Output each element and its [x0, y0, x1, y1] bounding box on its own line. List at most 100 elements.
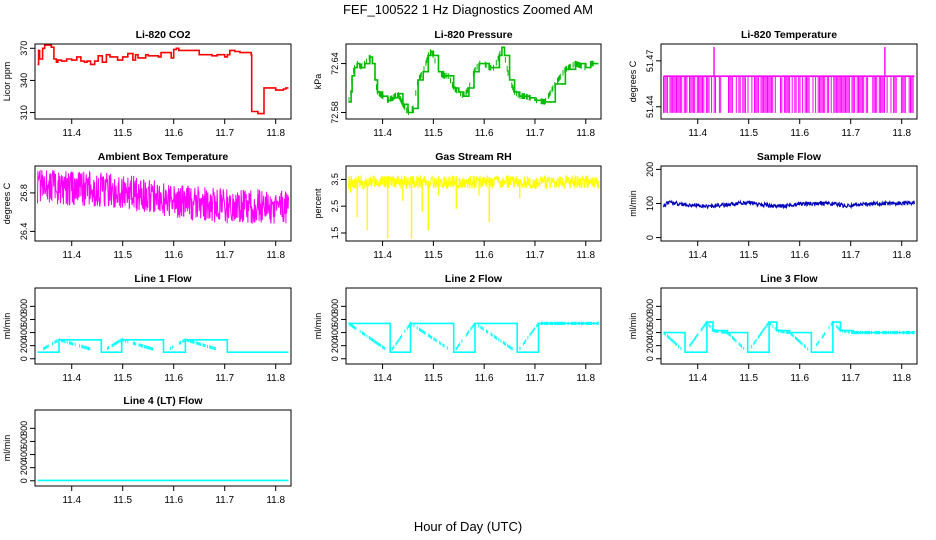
- x-tick-label: 11.6: [790, 128, 809, 139]
- series-line: [37, 339, 289, 353]
- data-layer: [663, 320, 915, 353]
- x-tick-label: 11.7: [215, 250, 234, 261]
- series-line: [37, 169, 289, 224]
- x-tick-label: 11.7: [841, 128, 860, 139]
- x-tick-label: 11.7: [841, 373, 860, 384]
- panel-frame: [660, 287, 918, 365]
- panel-title: Line 1 Flow: [134, 273, 192, 285]
- x-tick-label: 11.5: [113, 128, 132, 139]
- series-line: [663, 321, 915, 353]
- y-tick-label: 200: [645, 338, 655, 353]
- data-layer: [37, 169, 289, 224]
- panel-frame: [660, 165, 918, 242]
- x-tick-label: 11.5: [424, 128, 443, 139]
- y-tick-label: 26.4: [19, 223, 29, 241]
- chart-panel-4: Ambient Box Temperature degrees C 11.4 11.5…: [2, 151, 292, 261]
- y-axis-label: Licor ppm: [2, 62, 12, 102]
- y-axis-label: ml/min: [313, 313, 323, 340]
- y-tick-label: 800: [19, 299, 29, 314]
- y-tick-label: 3.5: [330, 173, 340, 186]
- y-tick-label: 600: [330, 312, 340, 327]
- panel-frame: [34, 409, 292, 487]
- panels-group: Li-820 CO2 Licor ppm 11.4 11.5 11.6 11.7 11.8 3…: [2, 29, 918, 506]
- y-axis-label: percent: [313, 188, 323, 219]
- panel-title: Li-820 CO2: [136, 29, 191, 41]
- panel-frame: [345, 43, 602, 120]
- x-tick-label: 11.6: [164, 250, 183, 261]
- y-axis-label: ml/min: [2, 435, 12, 462]
- x-tick-label: 11.8: [266, 250, 285, 261]
- x-tick-label: 11.8: [576, 373, 595, 384]
- chart-panel-9: Line 3 Flow ml/min 11.4 11.5 11.6 11.7 11.8 0 20…: [628, 273, 918, 384]
- panel-title: Li-820 Pressure: [434, 29, 512, 41]
- x-tick-label: 11.5: [739, 128, 758, 139]
- y-tick-label: 200: [645, 162, 655, 177]
- data-layer: [348, 174, 599, 239]
- y-tick-label: 1.5: [330, 227, 340, 240]
- x-tick-label: 11.7: [215, 128, 234, 139]
- panel-frame: [345, 287, 602, 365]
- panel-frame: [34, 165, 292, 242]
- x-tick-label: 11.8: [892, 373, 911, 384]
- y-tick-label: 0: [19, 356, 29, 361]
- x-tick-label: 11.8: [266, 495, 285, 506]
- data-layer: [663, 199, 915, 210]
- y-tick-label: 600: [645, 312, 655, 327]
- y-tick-label: 400: [19, 325, 29, 340]
- panel-title: Line 4 (LT) Flow: [123, 395, 203, 407]
- x-tick-label: 11.7: [526, 250, 545, 261]
- x-tick-label: 11.5: [113, 250, 132, 261]
- y-axis-label: degrees C: [628, 60, 638, 102]
- panel-title: Line 2 Flow: [445, 273, 503, 285]
- x-tick-label: 11.8: [576, 250, 595, 261]
- series-line: [348, 174, 599, 191]
- x-tick-label: 11.5: [113, 373, 132, 384]
- chart-panel-8: Line 2 Flow ml/min 11.4 11.5 11.6 11.7 11.8 0 20…: [313, 273, 602, 384]
- y-tick-label: 72.58: [330, 101, 340, 124]
- x-tick-label: 11.6: [790, 250, 809, 261]
- y-tick-label: 26.8: [19, 184, 29, 202]
- data-layer: [663, 47, 915, 113]
- data-layer: [348, 321, 599, 353]
- y-axis-label: kPa: [313, 74, 323, 90]
- series-line: [663, 199, 915, 210]
- data-layer: [37, 44, 289, 115]
- x-tick-label: 11.4: [62, 495, 81, 506]
- y-axis-label: ml/min: [628, 313, 638, 340]
- y-tick-label: 800: [19, 421, 29, 436]
- y-tick-label: 200: [19, 338, 29, 353]
- figure-xlabel: Hour of Day (UTC): [414, 519, 522, 534]
- series-line: [348, 46, 599, 114]
- x-tick-label: 11.4: [688, 373, 707, 384]
- data-layer: [348, 46, 599, 115]
- y-tick-label: 340: [19, 73, 29, 88]
- y-tick-label: 0: [330, 356, 340, 361]
- series-line: [348, 322, 599, 353]
- chart-panel-10: Line 4 (LT) Flow ml/min 11.4 11.5 11.6 11.7 11…: [2, 395, 292, 506]
- chart-panel-6: Sample Flow ml/min 11.4 11.5 11.6 11.7 11.8 0 10…: [628, 151, 918, 261]
- x-tick-label: 11.6: [475, 128, 494, 139]
- y-tick-label: 51.47: [645, 50, 655, 73]
- x-tick-label: 11.6: [475, 250, 494, 261]
- y-tick-label: 400: [330, 325, 340, 340]
- data-layer: [37, 338, 289, 353]
- y-tick-label: 600: [19, 312, 29, 327]
- x-tick-label: 11.5: [424, 373, 443, 384]
- panel-title: Li-820 Temperature: [741, 29, 837, 41]
- x-tick-label: 11.4: [62, 250, 81, 261]
- y-tick-label: 0: [645, 235, 655, 240]
- y-tick-label: 310: [19, 105, 29, 120]
- panel-title: Ambient Box Temperature: [98, 151, 229, 163]
- x-tick-label: 11.5: [739, 373, 758, 384]
- y-tick-label: 800: [645, 299, 655, 314]
- y-tick-label: 200: [19, 460, 29, 475]
- y-axis-label: ml/min: [628, 190, 638, 217]
- y-tick-label: 0: [645, 356, 655, 361]
- x-tick-label: 11.4: [373, 128, 392, 139]
- series-jitter: [348, 321, 599, 351]
- x-tick-label: 11.7: [526, 373, 545, 384]
- series-line: [37, 44, 289, 115]
- panel-title: Line 3 Flow: [760, 273, 818, 285]
- y-tick-label: 0: [19, 478, 29, 483]
